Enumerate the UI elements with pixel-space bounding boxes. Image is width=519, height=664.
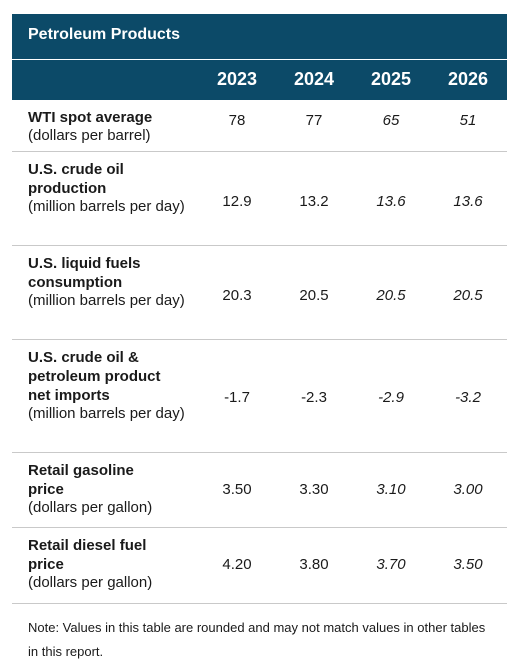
table-body: WTI spot average (dollars per barrel) 78 77… [12, 100, 507, 604]
row-label-line: Retail diesel fuel [28, 537, 147, 554]
cell-value-2024: 3.80 [299, 556, 329, 573]
cell-value-2026: 3.50 [453, 556, 483, 573]
row-unit: (million barrels per day) [28, 198, 185, 215]
cell-value-2026: 51 [459, 112, 477, 129]
row-label: U.S. crude oil production (million barrels… [28, 160, 188, 215]
year-header-2024: 2024 [293, 69, 335, 89]
row-label-line: U.S. liquid fuels [28, 255, 141, 272]
cell-value-2023: 4.20 [222, 556, 252, 573]
cell-value-2024: 77 [305, 112, 323, 129]
cell-value-2025: 3.70 [376, 556, 406, 573]
cell-value-2024: 13.2 [299, 193, 329, 210]
petroleum-products-table: Petroleum Products 2023 2024 2025 2026 W… [12, 14, 507, 604]
row-unit: (million barrels per day) [28, 292, 185, 309]
cell-value-2026: 3.00 [453, 481, 483, 498]
row-label-line: U.S. crude oil & [28, 349, 139, 366]
table-row: Retail diesel fuel price (dollars per gall… [12, 528, 507, 604]
table-row: Retail gasoline price (dollars per gallon)… [12, 453, 507, 528]
row-label-line: production [28, 180, 107, 197]
row-label: U.S. liquid fuels consumption (million bar… [28, 254, 188, 309]
row-unit: (dollars per gallon) [28, 574, 153, 591]
row-label-line: price [28, 556, 64, 573]
year-header-row: 2023 2024 2025 2026 [12, 60, 507, 100]
year-header-2023: 2023 [216, 69, 258, 89]
cell-value-2026: 13.6 [453, 193, 483, 210]
cell-value-2024: -2.3 [301, 389, 327, 406]
cell-value-2025: 65 [382, 112, 400, 129]
row-label-line: U.S. crude oil [28, 161, 124, 178]
year-header-2026: 2026 [447, 69, 489, 89]
table-note: Note: Values in this table are rounded a… [28, 620, 486, 659]
cell-value-2025: -2.9 [378, 389, 404, 406]
cell-value-2023: -1.7 [224, 389, 250, 406]
table-row: U.S. liquid fuels consumption (million bar… [12, 246, 507, 340]
cell-value-2026: -3.2 [455, 389, 481, 406]
cell-value-2024: 3.30 [299, 481, 329, 498]
row-unit: (million barrels per day) [28, 405, 185, 422]
table-title: Petroleum Products [12, 14, 507, 60]
row-label: Retail gasoline price (dollars per gallon) [28, 461, 188, 516]
year-header-2025: 2025 [370, 69, 412, 89]
cell-value-2023: 78 [228, 112, 246, 129]
cell-value-2024: 20.5 [299, 287, 329, 304]
cell-value-2025: 13.6 [376, 193, 406, 210]
row-label-line: net imports [28, 387, 110, 404]
cell-value-2026: 20.5 [453, 287, 483, 304]
table-row: WTI spot average (dollars per barrel) 78 77… [12, 100, 507, 152]
row-label: U.S. crude oil & petroleum product net imp… [28, 348, 188, 422]
cell-value-2023: 3.50 [222, 481, 252, 498]
cell-value-2023: 12.9 [222, 193, 252, 210]
row-label-line: price [28, 481, 64, 498]
row-unit: (dollars per gallon) [28, 499, 153, 516]
row-unit: (dollars per barrel) [28, 127, 151, 144]
table-row: U.S. crude oil production (million barrels… [12, 152, 507, 246]
cell-value-2025: 20.5 [376, 287, 406, 304]
row-label: Retail diesel fuel price (dollars per gall… [28, 536, 188, 591]
row-label-line: WTI spot average [28, 109, 153, 126]
row-label-line: Retail gasoline [28, 462, 134, 479]
row-label-line: consumption [28, 274, 123, 291]
row-label: WTI spot average (dollars per barrel) [28, 108, 188, 144]
row-label-line: petroleum product [28, 368, 161, 385]
cell-value-2025: 3.10 [376, 481, 406, 498]
cell-value-2023: 20.3 [222, 287, 252, 304]
table-row: U.S. crude oil & petroleum product net imp… [12, 340, 507, 453]
